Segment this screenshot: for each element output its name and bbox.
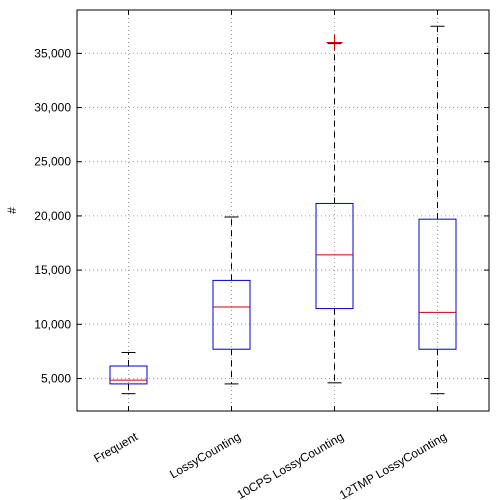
box-2 bbox=[212, 216, 251, 385]
y-tick-label: 30,000 bbox=[34, 101, 71, 115]
iqr-box bbox=[212, 279, 251, 350]
x-tick-label: LossyCounting bbox=[167, 429, 243, 481]
iqr-box bbox=[109, 365, 148, 385]
y-tick-label: 5,000 bbox=[41, 371, 71, 385]
y-tick-label: 35,000 bbox=[34, 46, 71, 60]
y-axis: 5,000 10,000 15,000 20,000 25,000 30,000 35,00… bbox=[34, 46, 489, 385]
y-tick-label: 25,000 bbox=[34, 155, 71, 169]
iqr-box bbox=[418, 218, 457, 350]
box-series bbox=[109, 25, 457, 395]
box-4 bbox=[418, 25, 457, 395]
y-axis-label: # bbox=[5, 207, 19, 214]
box-1 bbox=[109, 351, 148, 395]
x-tick-label: Frequent bbox=[91, 429, 140, 465]
box-3 bbox=[315, 34, 354, 384]
x-tick-label: 12TMP LossyCounting bbox=[337, 429, 449, 500]
y-tick-label: 20,000 bbox=[34, 209, 71, 223]
grid-lines bbox=[77, 10, 489, 411]
plot-area-frame bbox=[76, 9, 490, 412]
iqr-box bbox=[315, 202, 354, 310]
y-tick-label: 15,000 bbox=[34, 263, 71, 277]
x-tick-label: 10CPS LossyCounting bbox=[234, 429, 346, 500]
y-tick-label: 10,000 bbox=[34, 317, 71, 331]
